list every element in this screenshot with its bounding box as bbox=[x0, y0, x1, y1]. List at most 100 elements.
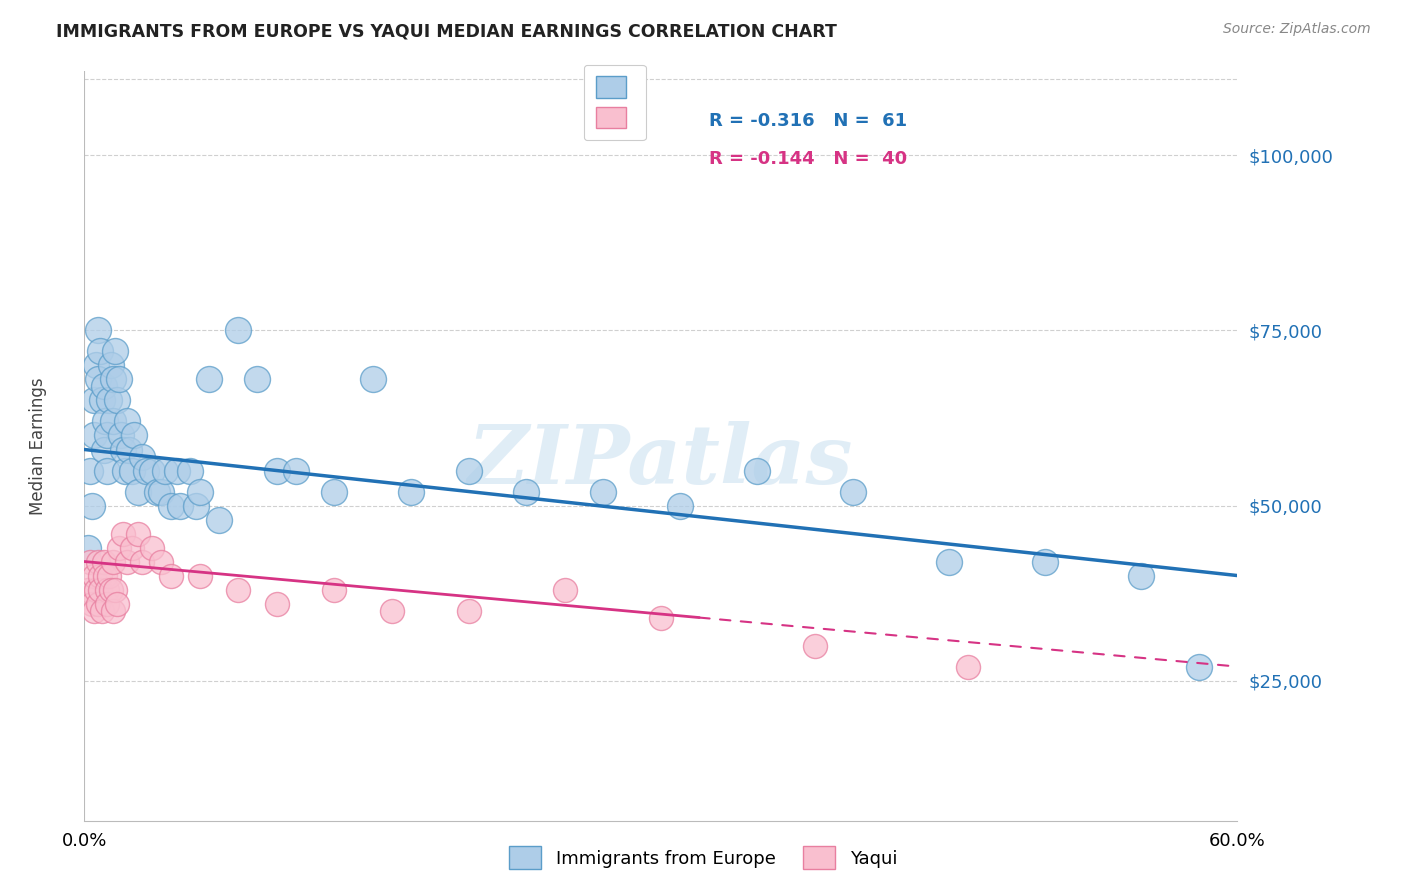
Point bbox=[79, 463, 101, 477]
Point bbox=[96, 597, 118, 611]
Point bbox=[141, 463, 163, 477]
Point bbox=[457, 463, 479, 477]
Point bbox=[98, 393, 121, 408]
Point bbox=[179, 463, 201, 477]
Point bbox=[150, 555, 173, 569]
Point bbox=[166, 463, 188, 477]
Text: R = -0.316   N =  61: R = -0.316 N = 61 bbox=[710, 112, 907, 130]
Point bbox=[121, 463, 143, 477]
Point bbox=[284, 463, 307, 477]
Point bbox=[103, 372, 124, 386]
Point bbox=[150, 484, 173, 499]
Point bbox=[89, 568, 111, 582]
Point bbox=[184, 499, 207, 513]
Point bbox=[1188, 659, 1211, 673]
Point bbox=[87, 372, 110, 386]
Point bbox=[124, 428, 146, 442]
Point bbox=[93, 555, 115, 569]
Point bbox=[114, 463, 136, 477]
Point bbox=[1033, 555, 1056, 569]
Legend: Immigrants from Europe, Yaqui: Immigrants from Europe, Yaqui bbox=[499, 838, 907, 879]
Point bbox=[108, 541, 131, 555]
Point bbox=[103, 415, 124, 429]
Point bbox=[80, 499, 103, 513]
Point bbox=[79, 555, 101, 569]
Point bbox=[745, 463, 768, 477]
Point bbox=[803, 639, 825, 653]
Point bbox=[208, 512, 231, 526]
Point bbox=[1130, 568, 1153, 582]
Point bbox=[87, 555, 110, 569]
Point bbox=[131, 450, 153, 464]
Point bbox=[381, 603, 404, 617]
Point bbox=[77, 541, 100, 555]
Point bbox=[361, 372, 384, 386]
Point bbox=[266, 597, 288, 611]
Point bbox=[84, 359, 107, 373]
Point bbox=[105, 393, 128, 408]
Point bbox=[226, 582, 249, 597]
Legend: , : , bbox=[583, 65, 645, 140]
Text: Median Earnings: Median Earnings bbox=[30, 377, 48, 515]
Point bbox=[80, 597, 103, 611]
Point bbox=[554, 582, 576, 597]
Point bbox=[115, 555, 138, 569]
Point bbox=[83, 393, 105, 408]
Point bbox=[89, 582, 111, 597]
Point bbox=[89, 344, 111, 359]
Point bbox=[650, 610, 672, 624]
Point bbox=[103, 555, 124, 569]
Text: Source: ZipAtlas.com: Source: ZipAtlas.com bbox=[1223, 22, 1371, 37]
Point bbox=[93, 442, 115, 457]
Point bbox=[146, 484, 169, 499]
Point bbox=[87, 323, 110, 337]
Point bbox=[842, 484, 865, 499]
Point bbox=[110, 428, 132, 442]
Point bbox=[115, 415, 138, 429]
Point bbox=[90, 393, 112, 408]
Point bbox=[104, 344, 127, 359]
Point bbox=[83, 603, 105, 617]
Point bbox=[90, 603, 112, 617]
Point bbox=[153, 463, 176, 477]
Point bbox=[266, 463, 288, 477]
Point bbox=[111, 442, 134, 457]
Point bbox=[515, 484, 537, 499]
Point bbox=[592, 484, 614, 499]
Point bbox=[127, 526, 149, 541]
Point bbox=[108, 372, 131, 386]
Point bbox=[100, 359, 122, 373]
Point bbox=[96, 582, 118, 597]
Text: R = -0.144   N =  40: R = -0.144 N = 40 bbox=[710, 150, 907, 168]
Point bbox=[100, 582, 122, 597]
Point bbox=[160, 499, 183, 513]
Point bbox=[669, 499, 692, 513]
Point bbox=[94, 568, 117, 582]
Point bbox=[77, 582, 100, 597]
Point bbox=[96, 428, 118, 442]
Point bbox=[127, 484, 149, 499]
Point bbox=[121, 541, 143, 555]
Point bbox=[98, 568, 121, 582]
Point bbox=[188, 484, 211, 499]
Point bbox=[83, 568, 105, 582]
Point bbox=[957, 659, 980, 673]
Point bbox=[105, 597, 128, 611]
Point bbox=[117, 442, 139, 457]
Point bbox=[457, 603, 479, 617]
Point bbox=[169, 499, 191, 513]
Point bbox=[96, 463, 118, 477]
Point bbox=[103, 603, 124, 617]
Point bbox=[83, 428, 105, 442]
Point bbox=[160, 568, 183, 582]
Point bbox=[323, 484, 346, 499]
Point bbox=[226, 323, 249, 337]
Point bbox=[188, 568, 211, 582]
Point bbox=[198, 372, 221, 386]
Point bbox=[111, 526, 134, 541]
Point bbox=[938, 555, 960, 569]
Point bbox=[87, 597, 110, 611]
Point bbox=[141, 541, 163, 555]
Point bbox=[323, 582, 346, 597]
Point bbox=[104, 582, 127, 597]
